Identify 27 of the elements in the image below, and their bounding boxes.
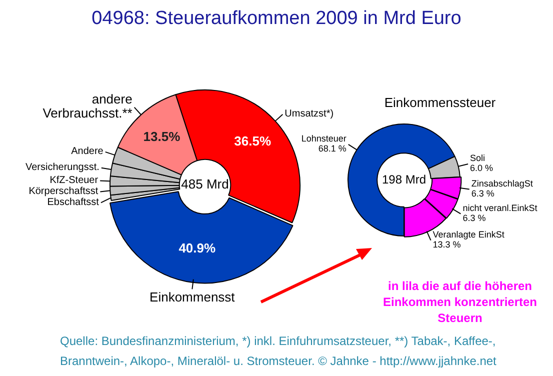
slice-label: KfZ-Steuer xyxy=(50,174,99,186)
data-label: 13.5% xyxy=(143,129,181,144)
slice-label: Versicherungsst. xyxy=(25,162,100,174)
slice-label: Soli xyxy=(470,152,486,163)
text: 198 Mrd xyxy=(382,172,426,186)
text: in lila die auf die höheren Einkommen konzentrierten Steuern xyxy=(382,278,538,326)
data-label: 6.3 % xyxy=(462,212,486,223)
slice-label: ZinsabschlagSt xyxy=(471,178,534,188)
data-label: 40.9% xyxy=(178,240,216,256)
slice-label: nicht veranl.EinkSt xyxy=(462,202,538,213)
data-label: 68.1 % xyxy=(318,143,346,154)
chart-title: 04968: Steueraufkommen 2009 in Mrd Euro xyxy=(90,8,462,30)
slice-label: Andere xyxy=(71,146,104,158)
slice-label: Ebschaftsst xyxy=(47,196,100,208)
slice-label: andere Verbrauchsst.** xyxy=(42,91,132,120)
slice-label: Umsatzst*) xyxy=(284,108,334,120)
source-note: Quelle: Bundesfinanzministerium, *) inkl. Einfuhrumsatzsteuer, **) Tabak-, Kaffee-, Branntwein-, Alkopo-, Mineralöl- u. Stromsteuer. © Jahnke - http://www.jjahnke.net xyxy=(59,333,498,370)
slice-label: Einkommensst xyxy=(150,289,236,304)
data-label: 13.3 % xyxy=(432,239,461,250)
slice-label: Körperschaftsst xyxy=(28,186,98,197)
slice-label: Lohnsteuer xyxy=(301,133,346,144)
text: 485 Mrd xyxy=(181,176,229,192)
data-label: 36.5% xyxy=(234,133,272,148)
chart-title: Einkommenssteuer xyxy=(383,95,497,110)
slice-label: Veranlagte EinkSt xyxy=(432,229,505,240)
data-label: 6.0 % xyxy=(470,162,494,173)
data-label: 6.3 % xyxy=(471,188,494,198)
